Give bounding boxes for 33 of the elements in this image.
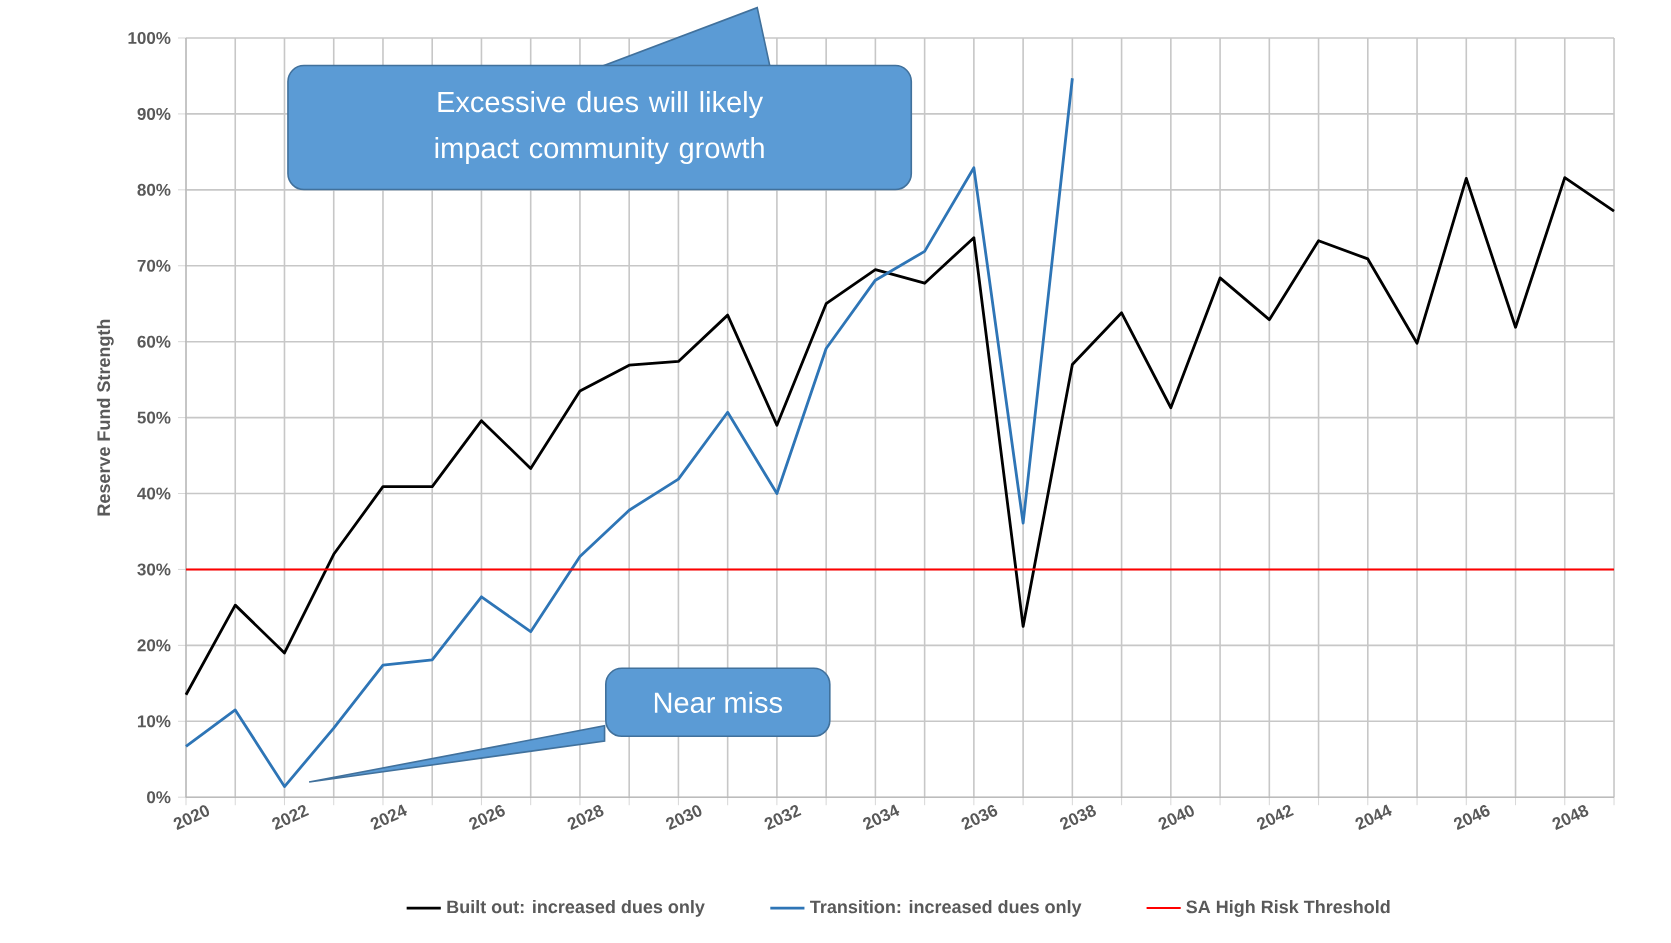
y-tick-label: 70%: [137, 259, 171, 272]
y-tick-label: 20%: [137, 639, 171, 652]
x-tick-label: 2034: [863, 804, 900, 831]
y-tick-label: 0%: [147, 791, 171, 804]
x-tick-label: 2036: [961, 805, 998, 831]
y-axis-title: Reserve Fund Strength: [96, 319, 114, 516]
x-tick-label: 2028: [567, 805, 604, 831]
y-tick-label: 80%: [137, 183, 171, 196]
x-tick-label: 2044: [1355, 804, 1392, 831]
x-tick-label: 2030: [666, 805, 702, 831]
x-tick-label: 2038: [1059, 805, 1096, 831]
y-tick-label: 90%: [137, 107, 171, 120]
x-tick-label: 2026: [469, 805, 505, 831]
y-tick-label: 30%: [137, 563, 171, 576]
x-tick-label: 2040: [1158, 805, 1194, 831]
y-tick-label: 50%: [137, 411, 171, 424]
y-tick-label: 60%: [137, 335, 171, 348]
x-tick-label: 2048: [1552, 805, 1589, 831]
x-tick-label: 2032: [764, 805, 802, 831]
x-tick-label: 2022: [272, 805, 310, 831]
y-tick-label: 10%: [137, 715, 171, 728]
y-tick-label: 40%: [137, 487, 171, 500]
legend-label: Transition: increased dues only: [810, 900, 1082, 917]
legend-label: Built out: increased dues only: [447, 900, 705, 917]
line-series: [184, 76, 1074, 788]
x-tick-label: 2046: [1453, 805, 1490, 831]
x-tick-label: 2024: [370, 804, 408, 831]
legend-label: SA High Risk Threshold: [1186, 900, 1390, 917]
x-tick-label: 2042: [1256, 805, 1294, 831]
y-tick-label: 100%: [128, 31, 171, 44]
annotation: Near miss: [654, 691, 782, 713]
annotation: Excessive dues will likely impact community growth: [435, 91, 764, 165]
x-tick-label: 2020: [173, 805, 210, 831]
